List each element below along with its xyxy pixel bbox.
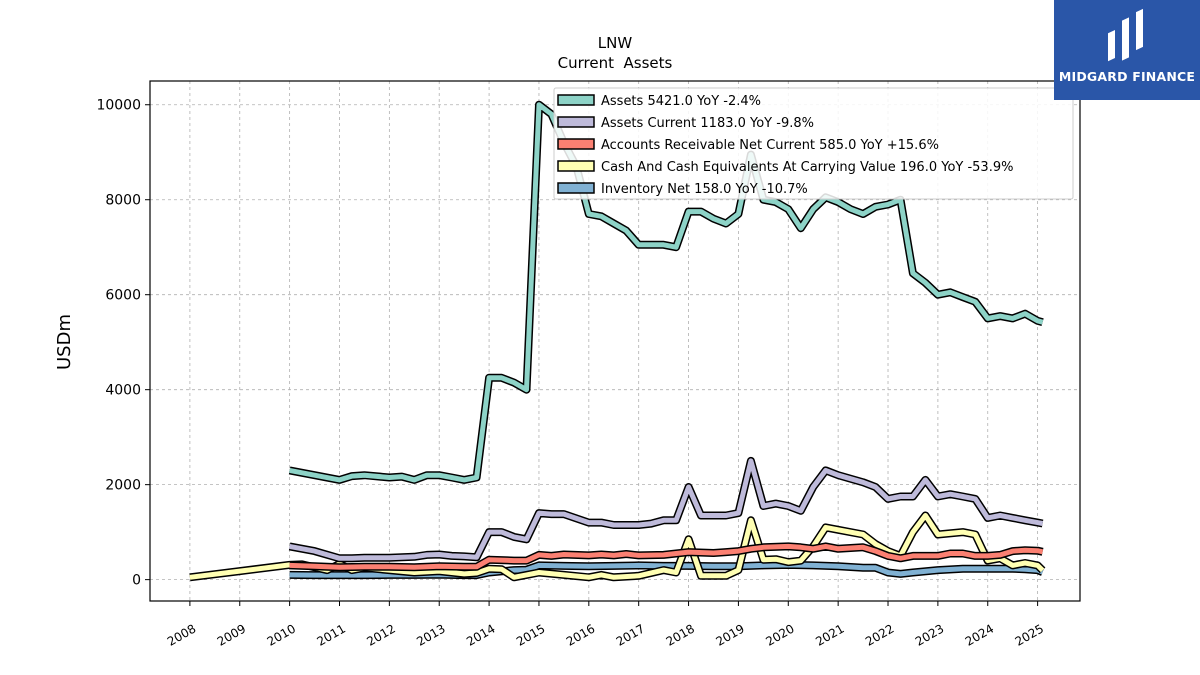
x-tick-label: 2012	[364, 621, 397, 648]
y-tick-label: 8000	[105, 193, 141, 209]
x-tick-label: 2014	[464, 621, 497, 648]
series-assets-current	[288, 456, 1044, 563]
x-tick-label: 2025	[1013, 621, 1046, 648]
y-tick-label: 4000	[105, 383, 141, 399]
x-tick-label: 2013	[414, 621, 447, 648]
logo-mark-icon	[1108, 8, 1143, 62]
legend-box	[553, 87, 1074, 200]
legend: Assets 5421.0 YoY -2.4% Assets Current 11…	[553, 87, 1074, 200]
plot-frame	[149, 80, 1081, 602]
x-tick-label: 2010	[265, 621, 298, 648]
y-axis-label: USDm	[54, 314, 75, 370]
x-tick-label: 2015	[514, 621, 547, 648]
brand-logo: MIDGARD FINANCE	[1054, 0, 1200, 100]
series-cash-and-cash-equivalents-at-carrying-value	[189, 511, 1046, 582]
series-line	[289, 102, 1044, 483]
legend-entry: Inventory Net 158.0 YoY -10.7%	[601, 182, 808, 197]
series-line	[189, 513, 1045, 580]
logo-text: MIDGARD FINANCE	[1058, 69, 1196, 84]
x-tick-label: 2017	[614, 621, 647, 648]
series-lines	[189, 100, 1046, 582]
y-tick-label: 6000	[105, 288, 141, 304]
x-tick-label: 2009	[215, 621, 248, 648]
legend-swatch	[557, 138, 595, 150]
series-accounts-receivable-net-current	[289, 542, 1044, 572]
x-tick-label: 2024	[963, 621, 996, 648]
legend-swatch	[557, 182, 595, 194]
x-tick-label: 2016	[564, 621, 597, 648]
legend-entry: Accounts Receivable Net Current 585.0 Yo…	[601, 138, 939, 153]
x-tick-label: 2008	[165, 621, 198, 648]
legend-entry: Assets Current 1183.0 YoY -9.8%	[601, 116, 814, 131]
x-tick-label: 2018	[664, 621, 697, 648]
legend-swatch	[557, 116, 595, 128]
legend-swatch	[557, 94, 595, 106]
y-tick-label: 10000	[96, 98, 141, 114]
y-tick-label: 0	[132, 573, 141, 589]
series-line	[289, 543, 1044, 570]
y-tick-label: 2000	[105, 478, 141, 494]
legend-entry: Cash And Cash Equivalents At Carrying Va…	[601, 160, 1013, 175]
series-line	[289, 458, 1044, 561]
x-tick-label: 2022	[863, 621, 896, 648]
chart-title: LNW	[598, 34, 633, 52]
legend-swatch	[557, 160, 595, 172]
series-assets	[288, 100, 1044, 484]
x-tick-label: 2020	[763, 621, 796, 648]
x-tick-label: 2011	[315, 621, 348, 648]
chart-subtitle: Current Assets	[558, 54, 673, 72]
legend-entry: Assets 5421.0 YoY -2.4%	[601, 94, 761, 109]
x-tick-label: 2021	[813, 621, 846, 648]
x-tick-label: 2019	[713, 621, 746, 648]
x-tick-label: 2023	[913, 621, 946, 648]
